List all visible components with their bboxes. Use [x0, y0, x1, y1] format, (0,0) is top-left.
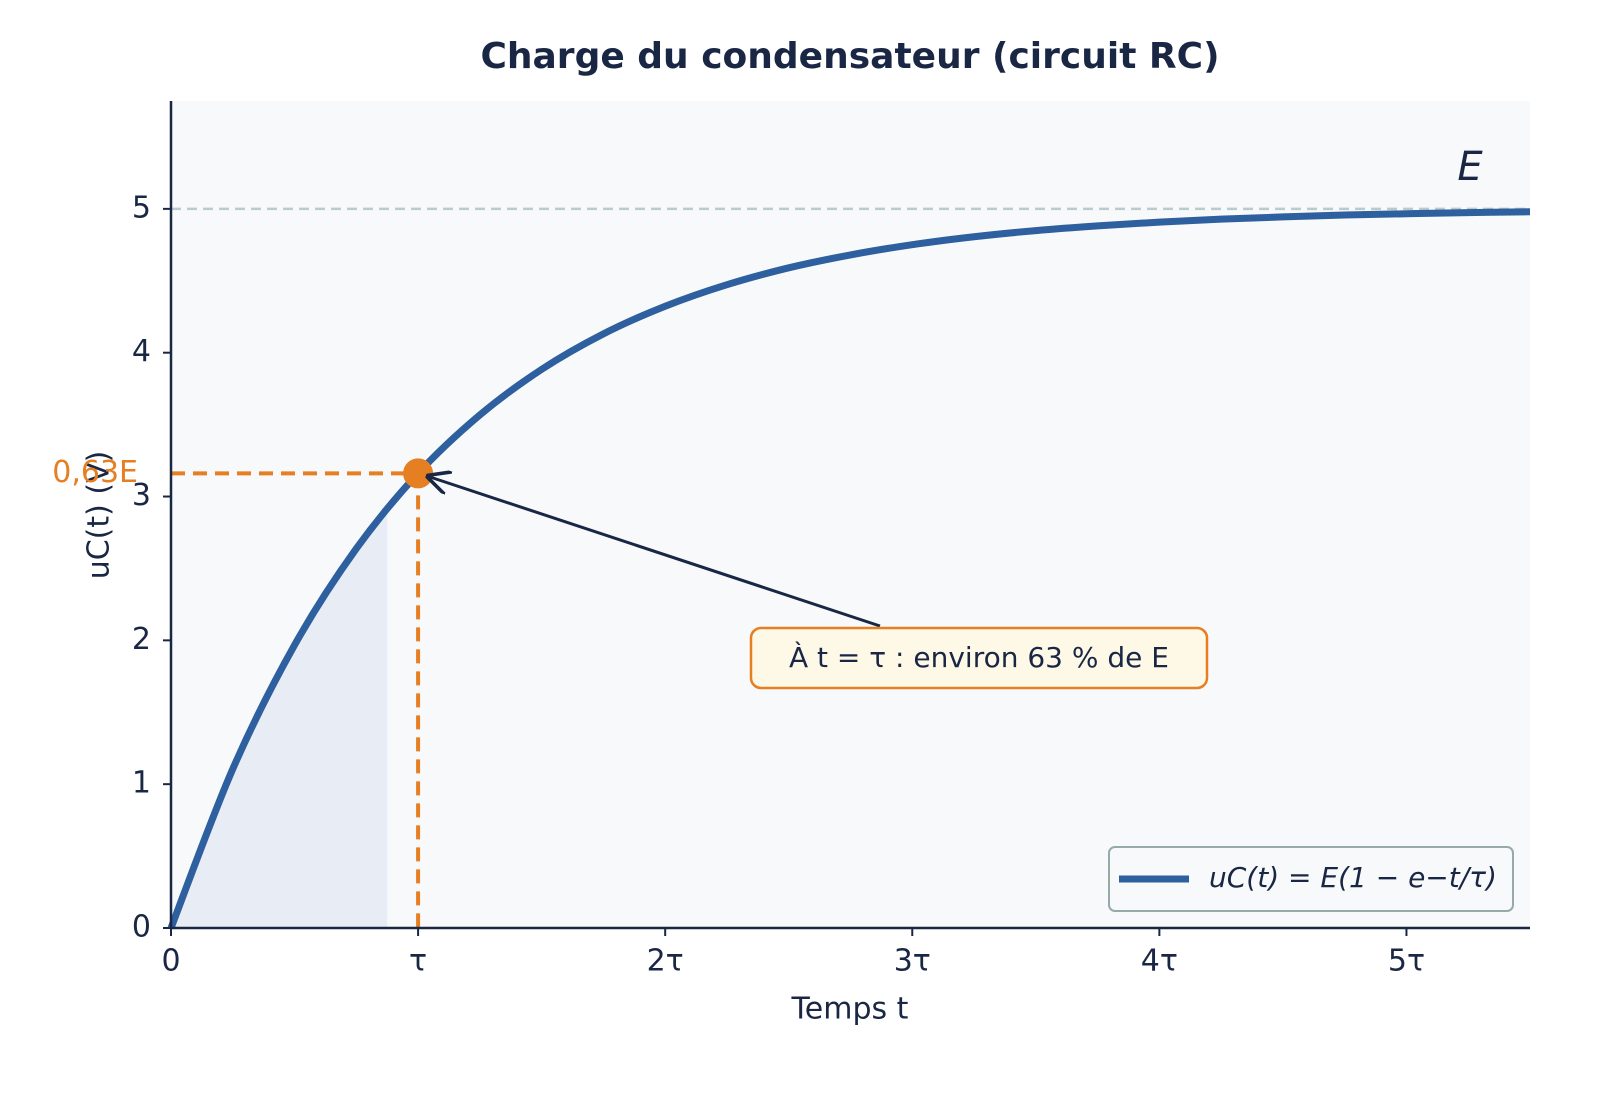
data-line: [167, 208, 1531, 930]
plot-area: [171, 101, 1530, 928]
y-tick-label: 2: [132, 622, 151, 657]
y-tick-label: 3: [132, 478, 151, 513]
y-tick-label: 0: [132, 910, 151, 945]
y-axis-label: uC(t) (V): [82, 451, 117, 580]
highlight-point: [403, 458, 434, 489]
y-tick-label: 1: [132, 766, 151, 801]
x-tick-label: 3τ: [894, 944, 931, 979]
x-tick-label: 4τ: [1141, 944, 1178, 979]
annotation-text: À t = τ : environ 63 % de E: [789, 640, 1169, 674]
shaded-region: [171, 508, 388, 928]
chart-title: Charge du condensateur (circuit RC): [480, 36, 1219, 77]
highlight-y-label: 0,63E: [52, 455, 138, 490]
asymptote-label: E: [1457, 144, 1483, 190]
annotation-arrow: [428, 476, 881, 628]
x-axis-label: Temps t: [791, 992, 909, 1027]
x-tick-label: 5τ: [1388, 944, 1425, 979]
plot-layer: E 0 1 2 3 4 5 0 τ 2τ 3τ 4τ 5τ 0,63E À t = τ : environ …: [52, 101, 1531, 979]
legend-box: [1108, 846, 1514, 912]
legend-label: uC(t) = E(1 − e−t/τ): [1209, 861, 1497, 894]
annotation-box: [749, 626, 1209, 690]
y-tick-label: 5: [132, 190, 151, 225]
x-tick-label: 0: [161, 944, 180, 979]
y-tick-label: 4: [132, 334, 151, 369]
x-tick-label: 2τ: [647, 944, 684, 979]
x-tick-label: τ: [409, 944, 427, 979]
